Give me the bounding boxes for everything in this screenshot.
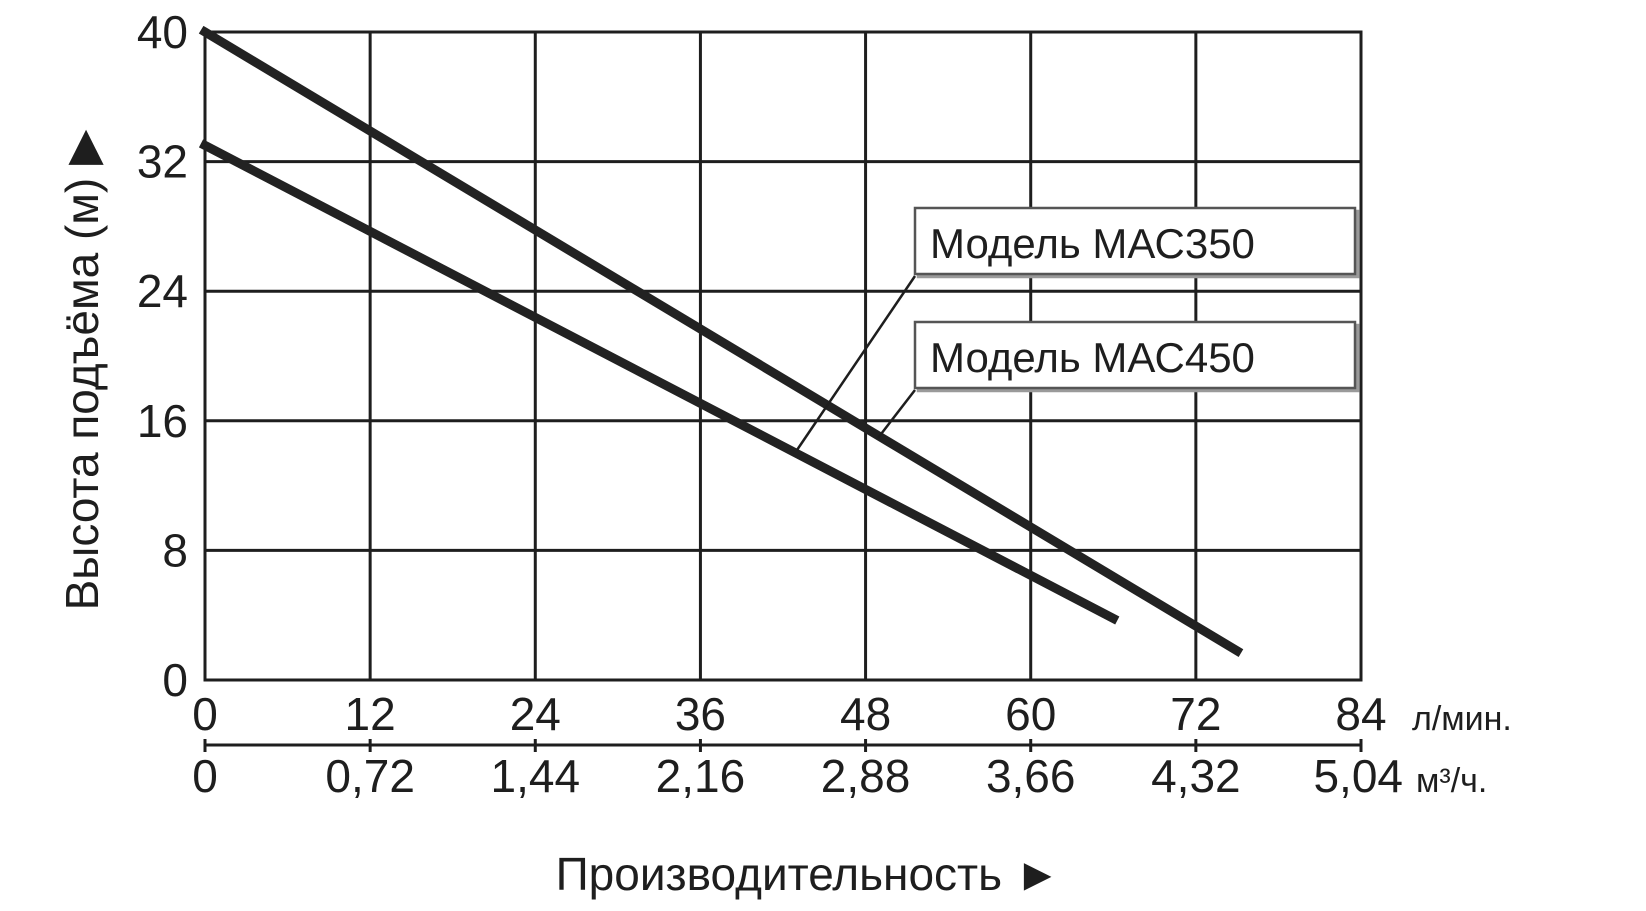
x-tick-label: 60 [1005,688,1056,740]
y-tick-label: 32 [137,136,188,188]
secondary-x-tick-label: 2,88 [821,750,911,802]
axes: 0 12 24 36 48 60 72 84 0 8 16 24 32 40 л/мин. 0 0,72 1,44… [137,6,1512,802]
legend-leader-line [795,275,917,451]
y-axis-title: Высота подъёма (м) ▶ [56,129,108,610]
x-tick-label: 24 [510,688,561,740]
x-tick-label: 72 [1170,688,1221,740]
x-tick-label: 36 [675,688,726,740]
x-tick-label: 12 [345,688,396,740]
x-tick-label: 84 [1335,688,1386,740]
legend-leaders [795,275,917,451]
x-tick-label: 0 [192,688,218,740]
y-tick-label: 24 [137,265,188,317]
secondary-x-tick-label: 2,16 [656,750,746,802]
x-axis-title: Производительность ► [556,848,1061,900]
secondary-x-tick-label: 5,04 [1313,750,1403,802]
y-tick-label: 0 [162,654,188,706]
secondary-x-tick-label: 4,32 [1151,750,1241,802]
series-line-1 [198,139,1120,625]
y-tick-label: 8 [162,524,188,576]
secondary-x-tick-label: 0,72 [325,750,415,802]
series-lines [198,25,1244,657]
x-unit-label: л/мин. [1412,700,1512,738]
secondary-x-tick-label: 1,44 [491,750,581,802]
y-tick-label: 16 [137,395,188,447]
legend-box [913,206,1357,276]
secondary-x-tick-label: 0 [192,750,218,802]
secondary-x-tick-label: 3,66 [986,750,1076,802]
plot-frame [203,30,1363,682]
y-tick-label: 40 [137,6,188,58]
x-tick-label: 48 [840,688,891,740]
secondary-x-unit-label: м³/ч. [1416,762,1487,800]
legend-label: Модель МАС350 [930,220,1255,267]
series-line-2 [198,25,1244,657]
legend: Модель МАС350 Модель МАС450 [913,206,1357,390]
grid [203,30,1363,682]
legend-label: Модель МАС450 [930,334,1255,381]
legend-leader-line [877,389,916,439]
legend-box [913,320,1357,390]
